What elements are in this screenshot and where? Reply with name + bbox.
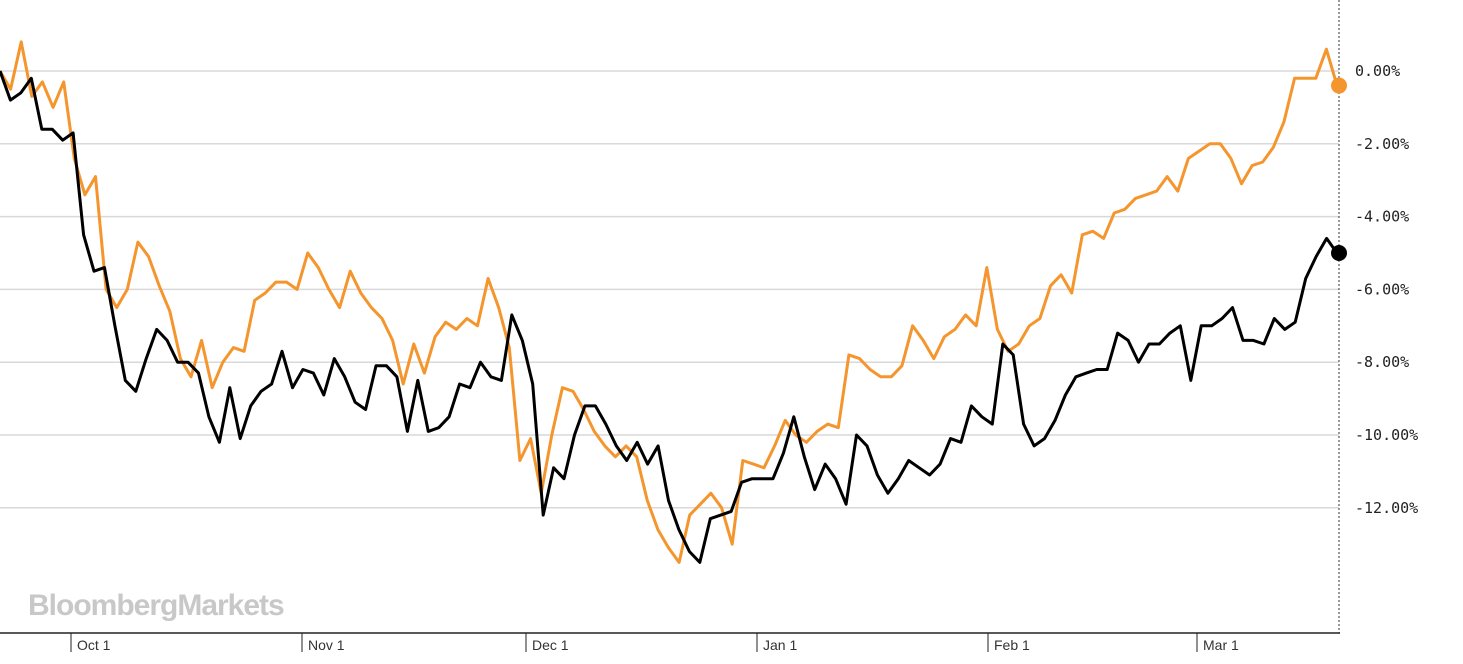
x-tick-label: Nov 1 [308,637,345,653]
endpoint-dot-black [1331,245,1347,261]
y-tick-label: 0.00% [1355,62,1400,80]
watermark-logo: BloombergMarkets [28,589,284,622]
y-tick-label: -12.00% [1355,499,1418,517]
endpoint-dot-orange [1331,77,1347,94]
x-tick-label: Mar 1 [1203,637,1239,653]
y-tick-label: -8.00% [1355,353,1409,371]
gridlines [0,70,1339,509]
series-endpoints [1331,77,1347,261]
x-tick-label: Feb 1 [994,637,1030,653]
axes [0,0,1340,634]
y-tick-label: -4.00% [1355,208,1409,226]
x-tick-label: Jan 1 [763,637,797,653]
x-tick-labels: Oct 1 Nov 1 Dec 1 Jan 1 Feb 1 Mar 1 [70,633,1239,653]
x-tick-label: Dec 1 [532,637,569,653]
series-line-orange [0,40,1339,564]
y-tick-label: -10.00% [1355,426,1418,444]
y-tick-label: -2.00% [1355,135,1409,153]
y-tick-label: -6.00% [1355,280,1409,298]
series-line-black [0,70,1339,564]
x-tick-label: Oct 1 [77,637,111,653]
series-lines [0,40,1339,564]
y-tick-labels: 0.00% -2.00% -4.00% -6.00% -8.00% -10.00% -12.… [1355,62,1418,517]
